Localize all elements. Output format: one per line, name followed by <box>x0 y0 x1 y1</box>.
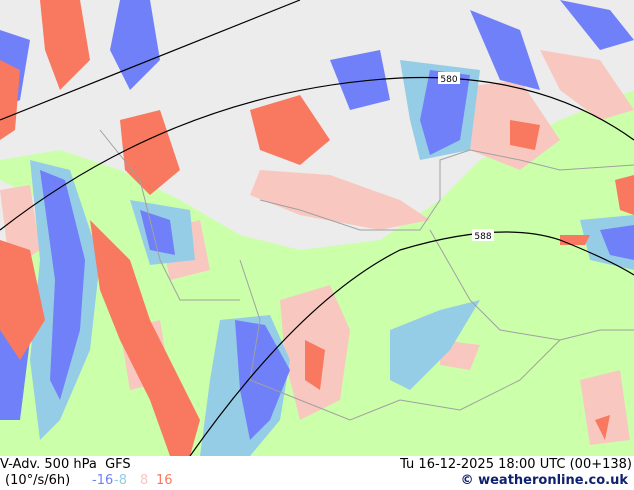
legend-plus16: 16 <box>156 473 173 488</box>
blue-regions <box>0 0 634 440</box>
map-title: V-Adv. 500 hPa GFS <box>0 457 131 473</box>
border-lines <box>99 129 634 421</box>
contour-label-588: 588 <box>474 232 491 242</box>
advection-map: 580 588 <box>0 0 634 456</box>
credit-link[interactable]: © weatheronline.co.uk <box>460 473 628 488</box>
parameter-label: V-Adv. 500 hPa <box>0 457 97 472</box>
valid-datetime: Tu 16-12-2025 18:00 UTC (00+138) <box>400 457 632 472</box>
legend-plus8: 8 <box>140 473 149 488</box>
contour-label-580: 580 <box>440 75 457 85</box>
units-label: (10°/s/6h) <box>5 473 71 488</box>
contour-label-bg <box>438 72 460 84</box>
model-label: GFS <box>105 457 131 472</box>
legend-minus16: -16 <box>92 473 114 488</box>
contour-label-bg <box>472 229 494 241</box>
geopotential-contours <box>0 0 634 456</box>
legend-minus8: -8 <box>114 473 127 488</box>
